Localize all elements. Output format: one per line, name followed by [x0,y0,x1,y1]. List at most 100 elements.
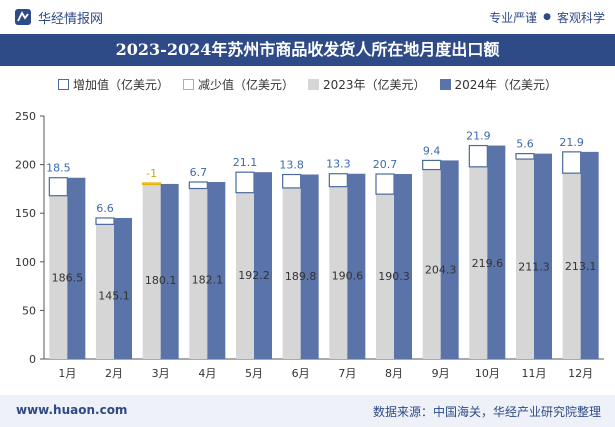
brand-name: 华经情报网 [38,11,104,27]
bar-2024 [207,181,226,359]
x-tick-label: 8月 [385,367,403,380]
increase-box [515,153,535,160]
bar-2023 [96,224,114,359]
y-tick-label: 100 [15,256,36,269]
footer-source: 数据来源：中国海关，华经产业研究院整理 [372,405,601,419]
legend-item-increase: 增加值（亿美元） [57,76,169,93]
legend-swatch-2024 [439,78,451,90]
x-tick-label: 7月 [338,367,356,380]
y-tick-label: 200 [15,159,36,172]
legend-label-decrease: 减少值（亿美元） [197,77,294,92]
bar-chart: 0 50 100 150 200 250 18.5 186.5 1月 6.6 145.1 2月 -1 18… [15,110,604,380]
bar-2024 [440,160,459,359]
increase-box [422,159,442,171]
brand: 华经情报网 [14,8,104,27]
y-tick-label: 0 [29,353,36,366]
tag-separator: ● [543,12,551,22]
change-label: 18.5 [46,162,71,175]
title-band: 2023-2024年苏州市商品收发货人所在地月度出口额 [0,34,615,66]
y-tick-label: 50 [22,304,36,317]
increase-box [95,217,115,225]
x-tick-label: 1月 [58,367,76,380]
legend-item-decrease: 减少值（亿美元） [182,76,294,93]
bar-2023 [469,166,488,359]
tag-professional: 专业严谨 [489,10,538,25]
increase-box [282,173,302,189]
y-tick-label: 150 [15,207,36,220]
bar-2023 [142,182,161,359]
increase-box [188,181,208,190]
value-label: 145.1 [98,290,130,303]
change-label: 21.9 [466,130,491,143]
x-tick-label: 2月 [105,367,123,380]
footer-bar: www.huaon.com 数据来源：中国海关，华经产业研究院整理 [0,395,615,427]
value-label: 189.8 [285,270,317,283]
value-label: 213.1 [565,260,597,273]
footer-url: www.huaon.com [16,403,128,417]
bar-2024 [394,174,412,359]
change-label: 6.7 [190,166,208,179]
top-bar: 华经情报网 专业严谨 ● 客观科学 [0,0,615,34]
x-tick-label: 5月 [245,367,263,380]
bar-2023 [236,192,254,359]
legend-swatch-increase [57,78,69,90]
change-label: 20.7 [373,158,398,171]
legend-swatch-2023 [307,78,319,90]
change-label: 21.1 [233,156,258,169]
bar-2024 [347,173,366,359]
legend-label-2024: 2024年（亿美元） [454,77,558,92]
bar-2023 [189,188,208,359]
value-label: 190.3 [378,270,410,283]
legend-swatch-decrease [182,78,194,90]
x-tick-label: 11月 [522,367,547,380]
decrease-box [142,182,162,186]
x-tick-label: 3月 [152,367,170,380]
increase-box [468,144,488,168]
bar-2023 [562,173,581,359]
bar-2024 [580,151,599,359]
value-label: 204.3 [425,264,457,277]
bar-2023 [422,169,441,359]
increase-box [375,173,395,195]
change-label: -1 [146,167,157,180]
increase-box [235,171,255,194]
value-label: 182.1 [192,273,224,286]
change-label: 13.3 [326,158,351,171]
value-label: 211.3 [518,261,550,274]
x-tick-label: 12月 [568,367,593,380]
legend-label-increase: 增加值（亿美元） [72,77,169,92]
y-tick-label: 250 [15,110,36,123]
tag-objective: 客观科学 [556,10,605,25]
legend-item-2023: 2023年（亿美元） [307,76,426,93]
bar-2023 [329,186,348,359]
bar-2023 [516,159,534,359]
value-label: 190.6 [332,270,364,283]
legend-item-2024: 2024年（亿美元） [439,76,558,93]
chart-title: 2023-2024年苏州市商品收发货人所在地月度出口额 [115,40,500,59]
x-tick-label: 4月 [198,367,216,380]
change-label: 13.8 [279,159,304,172]
increase-box [562,151,582,174]
change-label: 6.6 [96,202,114,215]
value-label: 180.1 [145,274,177,287]
value-label: 219.6 [472,257,504,270]
bar-2024 [534,153,552,359]
x-tick-label: 9月 [432,367,450,380]
legend: 增加值（亿美元） 减少值（亿美元） 2023年（亿美元） 2024年（亿美元） [0,74,615,94]
change-label: 21.9 [559,136,584,149]
value-label: 192.2 [238,269,270,282]
increase-box [328,173,348,188]
bar-2023 [282,187,301,359]
legend-label-2023: 2023年（亿美元） [322,77,426,92]
x-tick-label: 6月 [292,367,310,380]
bar-2023 [49,195,68,359]
bar-2024 [254,172,272,359]
header-tags: 专业严谨 ● 客观科学 [489,8,605,26]
bar-2024 [300,174,319,359]
bar-2024 [114,217,132,359]
x-tick-label: 10月 [475,367,500,380]
bar-2024 [67,177,86,359]
value-label: 186.5 [52,271,84,284]
increase-box [48,177,68,197]
change-label: 9.4 [423,144,441,157]
